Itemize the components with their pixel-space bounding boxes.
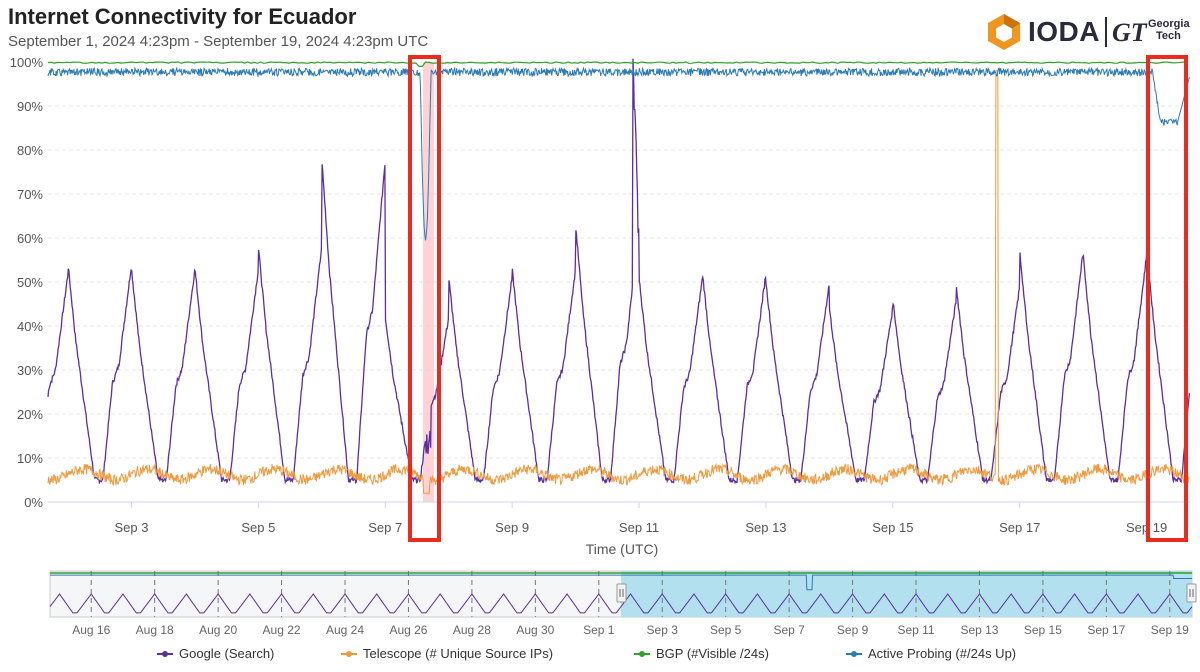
legend-google-label: Google (Search) bbox=[179, 646, 275, 661]
legend-google-swatch bbox=[157, 649, 173, 659]
legend-active-probing-label: Active Probing (#/24s Up) bbox=[868, 646, 1017, 661]
legend-item-google[interactable]: Google (Search) bbox=[157, 646, 274, 661]
y-tick-label: 70% bbox=[17, 187, 43, 202]
outage-box-sep19 bbox=[1146, 55, 1188, 542]
series-telescope-line bbox=[47, 70, 1190, 494]
x-tick-label: Sep 7 bbox=[368, 520, 402, 535]
date-range-subtitle: September 1, 2024 4:23pm - September 19,… bbox=[8, 33, 429, 50]
ioda-gatech-logo: IODA GT Georgia Tech bbox=[984, 12, 1190, 52]
series-google-line bbox=[47, 58, 1191, 485]
series-bgp-line bbox=[47, 61, 1187, 67]
logo-divider bbox=[1105, 17, 1107, 47]
x-tick-label: Sep 13 bbox=[745, 520, 786, 535]
y-tick-label: 60% bbox=[17, 231, 43, 246]
ioda-wordmark: IODA bbox=[1028, 16, 1100, 47]
ioda-hex-icon bbox=[988, 14, 1020, 50]
y-tick-label: 90% bbox=[17, 99, 43, 114]
y-tick-label: 20% bbox=[17, 407, 43, 422]
chart-legend: Google (Search) Telescope (# Unique Sour… bbox=[0, 646, 1200, 666]
x-tick-label: Sep 3 bbox=[115, 520, 149, 535]
chart-gridlines bbox=[48, 61, 1190, 459]
legend-item-bgp[interactable]: BGP (#Visible /24s) bbox=[634, 646, 769, 661]
y-tick-label: 100% bbox=[10, 55, 44, 70]
outage-box-sep7 bbox=[408, 55, 441, 542]
x-tick-label: Sep 9 bbox=[495, 520, 529, 535]
y-tick-label: 50% bbox=[17, 275, 43, 290]
y-tick-label: 0% bbox=[24, 495, 43, 510]
x-tick-label: Sep 11 bbox=[619, 520, 659, 535]
legend-bgp-label: BGP (#Visible /24s) bbox=[656, 646, 769, 661]
y-tick-label: 40% bbox=[17, 319, 43, 334]
y-axis-ticks: 0% 10% 20% 30% 40% 50% 60% 70% 80% 90% 100% bbox=[10, 55, 44, 510]
x-tick-label: Sep 17 bbox=[999, 520, 1040, 535]
legend-item-telescope[interactable]: Telescope (# Unique Source IPs) bbox=[341, 646, 553, 661]
legend-bgp-swatch bbox=[634, 649, 650, 659]
georgia-tech-mark: GT bbox=[1112, 18, 1147, 47]
georgia-tech-name: Georgia Tech bbox=[1148, 18, 1190, 42]
x-tick-label: Sep 15 bbox=[872, 520, 913, 535]
legend-telescope-swatch bbox=[341, 649, 357, 659]
legend-telescope-label: Telescope (# Unique Source IPs) bbox=[363, 646, 554, 661]
y-tick-label: 80% bbox=[17, 143, 43, 158]
page-title: Internet Connectivity for Ecuador bbox=[8, 4, 357, 29]
x-tick-label: Sep 5 bbox=[241, 520, 275, 535]
series-active-probing-line bbox=[47, 66, 1190, 241]
sep7-outage-shading bbox=[423, 62, 434, 502]
x-axis-ticks: Sep 3 Sep 5 Sep 7 Sep 9 Sep 11 Sep 13 Sep 15 Se… bbox=[115, 502, 1167, 535]
y-tick-label: 10% bbox=[17, 451, 43, 466]
legend-item-active-probing[interactable]: Active Probing (#/24s Up) bbox=[846, 646, 1016, 661]
y-tick-label: 30% bbox=[17, 363, 43, 378]
x-axis-title: Time (UTC) bbox=[586, 541, 659, 557]
legend-active-probing-swatch bbox=[846, 649, 862, 659]
